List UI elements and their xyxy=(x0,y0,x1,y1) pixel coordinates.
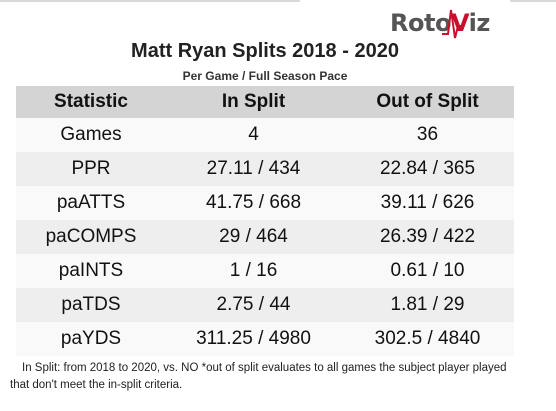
out-of-split-cell: 36 xyxy=(341,118,514,152)
table-row: paYDS 311.25 / 4980 302.5 / 4840 xyxy=(16,322,514,356)
out-of-split-cell: 22.84 / 365 xyxy=(341,152,514,186)
statistic-cell: Games xyxy=(16,118,166,152)
table-row: paCOMPS 29 / 464 26.39 / 422 xyxy=(16,220,514,254)
out-of-split-cell: 302.5 / 4840 xyxy=(341,322,514,356)
column-header-statistic: Statistic xyxy=(16,86,166,118)
table-row: PPR 27.11 / 434 22.84 / 365 xyxy=(16,152,514,186)
footnote: In Split: from 2018 to 2020, vs. NO *out… xyxy=(10,362,507,391)
out-of-split-cell: 1.81 / 29 xyxy=(341,288,514,322)
out-of-split-cell: 39.11 / 626 xyxy=(341,186,514,220)
column-header-in-split: In Split xyxy=(166,86,341,118)
page-title: Matt Ryan Splits 2018 - 2020 xyxy=(131,40,399,62)
table-header-row: Statistic In Split Out of Split xyxy=(16,86,514,118)
statistic-cell: PPR xyxy=(16,152,166,186)
in-split-cell: 4 xyxy=(166,118,341,152)
table-row: Games 4 36 xyxy=(16,118,514,152)
statistic-cell: paCOMPS xyxy=(16,220,166,254)
logo-text-part1: Roto xyxy=(390,9,451,37)
logo-wordmark: RotoViz xyxy=(390,9,490,37)
out-of-split-cell: 0.61 / 10 xyxy=(341,254,514,288)
column-header-out-of-split: Out of Split xyxy=(341,86,514,118)
out-of-split-cell: 26.39 / 422 xyxy=(341,220,514,254)
in-split-cell: 29 / 464 xyxy=(166,220,341,254)
table-row: paATTS 41.75 / 668 39.11 / 626 xyxy=(16,186,514,220)
logo-text-accent: V xyxy=(450,9,469,37)
splits-table: Statistic In Split Out of Split Games 4 … xyxy=(16,86,514,356)
statistic-cell: paTDS xyxy=(16,288,166,322)
in-split-cell: 41.75 / 668 xyxy=(166,186,341,220)
logo-text-part2: iz xyxy=(468,9,491,37)
top-divider xyxy=(0,0,300,2)
page-subtitle: Per Game / Full Season Pace xyxy=(182,69,348,83)
in-split-cell: 1 / 16 xyxy=(166,254,341,288)
table-row: paINTS 1 / 16 0.61 / 10 xyxy=(16,254,514,288)
in-split-cell: 27.11 / 434 xyxy=(166,152,341,186)
statistic-cell: paATTS xyxy=(16,186,166,220)
in-split-cell: 2.75 / 44 xyxy=(166,288,341,322)
in-split-cell: 311.25 / 4980 xyxy=(166,322,341,356)
statistic-cell: paYDS xyxy=(16,322,166,356)
statistic-cell: paINTS xyxy=(16,254,166,288)
top-divider-right xyxy=(510,0,556,2)
table-row: paTDS 2.75 / 44 1.81 / 29 xyxy=(16,288,514,322)
rotoviz-logo: RotoViz xyxy=(390,4,490,42)
